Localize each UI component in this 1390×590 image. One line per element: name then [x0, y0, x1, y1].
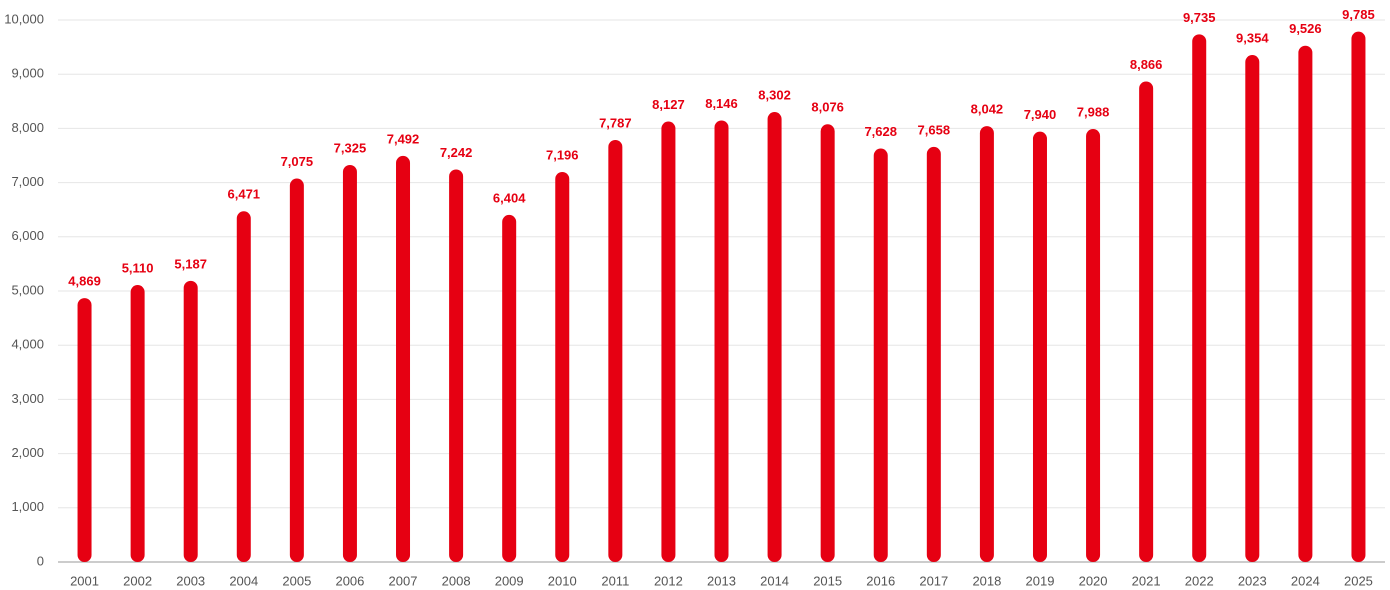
value-label: 7,988 [1077, 104, 1110, 119]
bar [396, 155, 411, 562]
bar [979, 126, 994, 562]
x-tick-label: 2015 [813, 573, 842, 588]
value-label: 5,110 [122, 260, 154, 275]
value-label: 4,869 [68, 274, 101, 289]
value-label: 8,042 [971, 102, 1004, 117]
value-label: 7,075 [281, 154, 314, 169]
value-label: 5,187 [174, 256, 207, 271]
value-label: 7,242 [440, 145, 473, 160]
x-tick-label: 2003 [176, 573, 205, 588]
y-tick-label: 7,000 [11, 174, 44, 189]
bar [873, 148, 888, 563]
x-tick-label: 2001 [70, 573, 99, 588]
value-label: 7,787 [599, 115, 632, 130]
bar [236, 211, 251, 563]
x-tick-label: 2024 [1291, 573, 1320, 588]
y-tick-label: 2,000 [11, 445, 44, 460]
value-label: 9,354 [1236, 30, 1269, 45]
x-tick-label: 2023 [1238, 573, 1267, 588]
bar [1032, 131, 1047, 563]
bar [183, 280, 198, 562]
y-tick-label: 4,000 [11, 337, 44, 352]
x-tick-label: 2002 [123, 573, 152, 588]
bar [1298, 45, 1313, 563]
y-tick-label: 3,000 [11, 391, 44, 406]
bar [77, 298, 92, 562]
value-label: 9,735 [1183, 10, 1216, 25]
bar [820, 124, 835, 563]
x-tick-label: 2007 [389, 573, 418, 588]
x-tick-label: 2014 [760, 573, 789, 588]
bar [555, 171, 570, 562]
bar [342, 164, 357, 563]
value-label: 8,076 [811, 100, 844, 115]
bar [608, 139, 623, 563]
bar [926, 146, 941, 562]
x-tick-label: 2009 [495, 573, 524, 588]
value-label: 7,628 [864, 124, 897, 139]
y-tick-label: 1,000 [11, 499, 44, 514]
bar [1192, 34, 1207, 563]
x-tick-label: 2017 [919, 573, 948, 588]
bar [130, 285, 145, 562]
y-tick-label: 5,000 [11, 282, 44, 297]
bar [714, 120, 729, 562]
bar [449, 169, 464, 563]
bar [502, 214, 517, 562]
y-tick-label: 6,000 [11, 228, 44, 243]
value-label: 7,940 [1024, 107, 1057, 122]
x-tick-label: 2016 [866, 573, 895, 588]
value-label: 8,127 [652, 97, 685, 112]
x-tick-label: 2008 [442, 573, 471, 588]
value-label: 7,492 [387, 131, 420, 146]
y-tick-label: 0 [37, 553, 44, 568]
x-tick-label: 2011 [601, 573, 629, 588]
x-tick-label: 2006 [335, 573, 364, 588]
x-tick-label: 2021 [1132, 573, 1161, 588]
y-tick-label: 9,000 [11, 66, 44, 81]
bar [661, 121, 676, 562]
value-label: 8,302 [758, 87, 791, 102]
x-tick-label: 2018 [972, 573, 1001, 588]
value-label: 9,526 [1289, 21, 1322, 36]
bar [1351, 31, 1366, 562]
bar [1139, 81, 1154, 562]
x-tick-label: 2005 [282, 573, 311, 588]
bar [767, 112, 782, 562]
y-tick-label: 10,000 [4, 11, 44, 26]
value-label: 8,866 [1130, 57, 1163, 72]
value-label: 8,146 [705, 96, 738, 111]
x-tick-label: 2025 [1344, 573, 1373, 588]
value-label: 7,325 [334, 140, 367, 155]
value-label: 9,785 [1342, 7, 1375, 22]
bar [1086, 129, 1101, 562]
x-tick-label: 2010 [548, 573, 577, 588]
value-label: 6,471 [228, 187, 261, 202]
x-tick-label: 2019 [1026, 573, 1055, 588]
bar [1245, 55, 1260, 563]
y-tick-label: 8,000 [11, 120, 44, 135]
value-label: 7,196 [546, 147, 579, 162]
value-label: 7,658 [918, 122, 951, 137]
bar [289, 178, 304, 562]
x-tick-label: 2012 [654, 573, 683, 588]
x-tick-label: 2004 [229, 573, 258, 588]
value-label: 6,404 [493, 190, 526, 205]
x-tick-label: 2022 [1185, 573, 1214, 588]
x-tick-label: 2013 [707, 573, 736, 588]
x-tick-label: 2020 [1079, 573, 1108, 588]
